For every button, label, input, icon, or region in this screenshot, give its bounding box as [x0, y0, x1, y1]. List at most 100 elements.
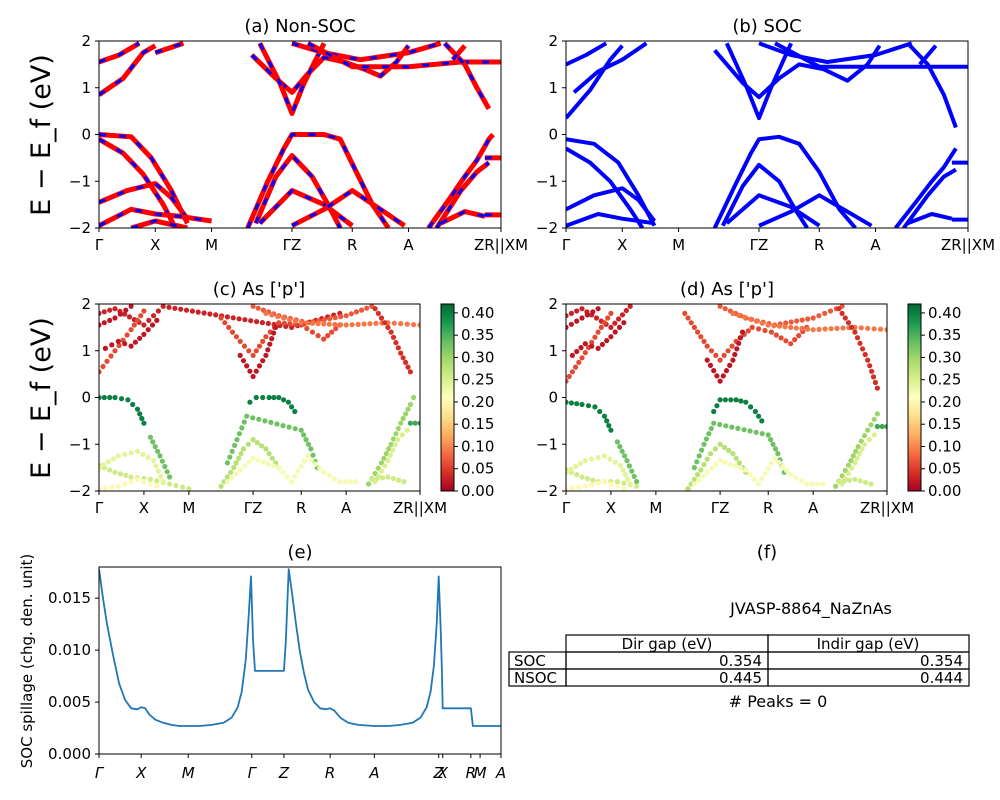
panel-c-colorbar: 0.00 0.05 0.10 0.15 0.20 0.25 0.30 0.35 0.40: [440, 303, 494, 500]
scatter-point: [734, 346, 740, 352]
scatter-point: [582, 483, 588, 489]
scatter-point: [256, 343, 263, 349]
e-xtick-label: Γ: [248, 764, 258, 782]
scatter-point: [173, 482, 179, 489]
scatter-point: [717, 397, 723, 403]
scatter-point: [400, 415, 406, 422]
scatter-point: [771, 323, 777, 329]
scatter-point: [759, 476, 765, 482]
scatter-point: [195, 309, 201, 315]
scatter-point: [295, 468, 301, 474]
scatter-point: [246, 459, 252, 465]
scatter-point: [266, 451, 272, 457]
scatter-point: [309, 320, 316, 326]
scatter-point: [861, 441, 868, 447]
scatter-point: [701, 338, 707, 344]
scatter-point: [810, 315, 816, 321]
band-line-dash-2: [154, 41, 184, 55]
scatter-point: [253, 394, 259, 401]
scatter-point: [865, 325, 871, 331]
scatter-point: [128, 450, 134, 456]
scatter-point: [729, 424, 735, 430]
band-line-dash-10: [99, 137, 177, 228]
c-ytick-label: 2: [81, 295, 91, 313]
scatter-point: [280, 423, 286, 429]
scatter-point: [145, 327, 151, 333]
c-xtick-label: A: [341, 499, 352, 517]
scatter-point: [298, 463, 304, 469]
scatter-point: [265, 347, 271, 353]
scatter-point: [255, 305, 261, 311]
scatter-point: [810, 327, 816, 333]
scatter-point: [122, 481, 128, 487]
band-line-1: [566, 44, 624, 120]
scatter-point: [589, 343, 595, 349]
scatter-point: [799, 317, 805, 323]
scatter-point: [704, 469, 710, 475]
scatter-point: [343, 313, 349, 319]
panel-a-title: (a) Non-SOC: [244, 16, 355, 37]
scatter-point: [752, 408, 759, 415]
scatter-point: [798, 478, 805, 484]
scatter-point: [158, 473, 164, 479]
scatter-point: [858, 438, 864, 444]
band-line-11: [566, 186, 656, 223]
band-line-dash-5: [291, 41, 442, 62]
scatter-point: [141, 308, 147, 314]
c-xtick-label: Γ: [95, 499, 104, 517]
scatter-point: [338, 314, 344, 320]
scatter-point: [246, 348, 252, 354]
scatter-point: [589, 456, 595, 462]
colorbar-tick-label: 0.40: [461, 304, 494, 322]
scatter-point: [412, 420, 418, 426]
c-xtick-label: X: [139, 499, 149, 517]
scatter-point: [292, 426, 298, 432]
scatter-point: [411, 322, 417, 328]
scatter-point: [711, 408, 717, 415]
scatter-point: [372, 306, 378, 312]
scatter-point: [566, 399, 569, 405]
scatter-point: [284, 474, 290, 480]
scatter-point: [308, 446, 314, 452]
scatter-point: [579, 401, 585, 408]
scatter-point: [569, 369, 576, 375]
scatter-point: [691, 465, 698, 471]
scatter-point: [704, 357, 710, 363]
scatter-point: [701, 461, 707, 468]
b-xtick-label: X: [617, 236, 627, 254]
scatter-point: [115, 453, 121, 459]
scatter-point: [374, 475, 380, 482]
scatter-point: [634, 483, 640, 489]
panel-b: (b) SOC −2 −1 0 1 2 Γ X M ΓZ R A ZR||XM: [536, 16, 995, 254]
scatter-point: [631, 473, 637, 479]
scatter-point: [292, 473, 298, 480]
scatter-point: [128, 474, 134, 480]
scatter-point: [762, 471, 768, 477]
scatter-point: [708, 465, 715, 471]
scatter-point: [152, 444, 158, 450]
scatter-point: [793, 325, 799, 331]
scatter-point: [393, 340, 399, 346]
scatter-point: [276, 320, 282, 326]
scatter-point: [584, 312, 591, 318]
scatter-point: [604, 338, 610, 344]
scatter-point: [146, 317, 152, 323]
scatter-point: [186, 486, 192, 491]
b-data: [566, 41, 968, 228]
scatter-point: [579, 474, 585, 480]
scatter-point: [595, 345, 601, 351]
scatter-point: [315, 321, 321, 327]
scatter-point: [809, 481, 815, 487]
scatter-point: [385, 458, 391, 464]
scatter-point: [608, 324, 614, 330]
scatter-point: [722, 459, 728, 466]
scatter-point: [281, 315, 287, 321]
scatter-point: [380, 475, 386, 481]
band-line-dash-19: [435, 161, 490, 228]
scatter-point: [756, 326, 762, 332]
scatter-point: [860, 346, 866, 352]
scatter-point: [313, 461, 319, 467]
scatter-point: [167, 474, 173, 480]
scatter-point: [289, 479, 295, 485]
scatter-point: [620, 467, 626, 473]
